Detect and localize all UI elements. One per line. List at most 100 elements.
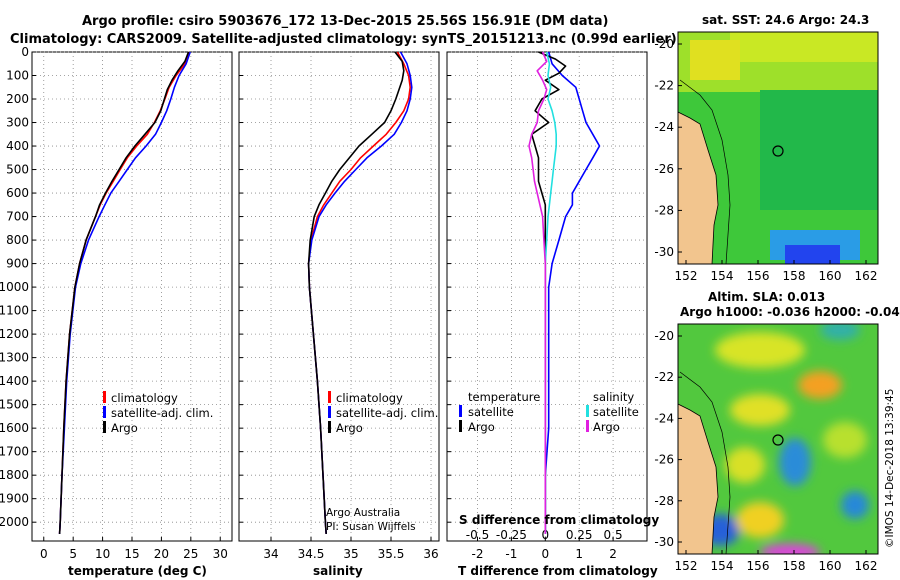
depth-tick-label: 1900 (0, 492, 29, 506)
difference-legend: temperature satellite Argo salinity sate… (459, 390, 639, 434)
map-lon-label: 158 (783, 559, 806, 573)
map-lat-label: -24 (654, 411, 674, 425)
depth-tick-label: 1200 (0, 327, 29, 341)
map-lon-label: 162 (855, 269, 878, 283)
map-lat-label: -20 (654, 329, 674, 343)
legend-satellite-swatch (328, 406, 331, 418)
sla-high-center (730, 394, 790, 426)
series-line-satellite-adj-clim- (307, 51, 413, 534)
x-tick-label: -2 (472, 547, 484, 561)
sla-high-east (823, 422, 867, 458)
depth-tick-label: 1700 (0, 445, 29, 459)
s-diff-tick-label: 0 (541, 528, 549, 542)
sst-map (678, 32, 878, 264)
salinity-legend: climatology satellite-adj. clim. Argo (328, 391, 438, 435)
sst-argo-location-marker (772, 145, 784, 157)
depth-tick-label: 2000 (0, 515, 29, 529)
sla-coastline (678, 403, 719, 554)
map-lat-label: -30 (654, 245, 674, 259)
depth-tick-label: 800 (6, 233, 29, 247)
sst-cool-region (760, 90, 878, 210)
map-lat-label: -28 (654, 203, 674, 217)
depth-axis-labels: 0 100 200 300 400 500 600 700 800 900 1000 1100 1200… (0, 45, 29, 529)
x-tick-label: -1 (505, 547, 517, 561)
depth-tick-label: 200 (6, 92, 29, 106)
sla-isobath (679, 371, 731, 554)
sla-high-south (736, 502, 784, 538)
legend-t-argo-label: Argo (468, 420, 495, 434)
map-lon-label: 156 (747, 269, 770, 283)
legend-argo-label: Argo (336, 421, 363, 435)
sla-map-frame (677, 323, 879, 555)
x-tick-label: 15 (124, 547, 139, 561)
x-tick-label: 2 (609, 547, 617, 561)
credit-line-2: PI: Susan Wijffels (326, 521, 416, 533)
legend-satellite-label: satellite-adj. clim. (111, 406, 213, 420)
legend-satellite-swatch (103, 406, 106, 418)
legend-climatology-label: climatology (336, 391, 403, 405)
sla-land (678, 404, 718, 554)
x-tick-label: 36 (423, 547, 438, 561)
legend-climatology-swatch (103, 391, 106, 403)
legend-satellite-label: satellite-adj. clim. (336, 406, 438, 420)
difference-x-ticks: -2 -1 0 1 2 (472, 537, 617, 561)
sla-map-title-1: Altim. SLA: 0.013 (708, 290, 825, 304)
temperature-axis-label: temperature (deg C) (68, 564, 207, 578)
legend-climatology-swatch (328, 391, 331, 403)
depth-tick-label: 1300 (0, 351, 29, 365)
legend-temperature-title: temperature (468, 390, 540, 404)
map-lon-label: 154 (711, 559, 734, 573)
depth-tick-label: 1100 (0, 304, 29, 318)
map-lat-label: -26 (654, 162, 674, 176)
title-line-1: Argo profile: csiro 5903676_172 13-Dec-2… (82, 14, 608, 29)
title-line-2: Climatology: CARS2009. Satellite-adjuste… (10, 32, 677, 47)
x-tick-label: 34.5 (298, 547, 325, 561)
map-lon-label: 160 (819, 269, 842, 283)
map-lat-label: -30 (654, 535, 674, 549)
depth-tick-label: 1800 (0, 468, 29, 482)
depth-tick-label: 400 (6, 139, 29, 153)
difference-panel-frame (446, 51, 648, 542)
salinity-difference-x-ticks: -0.5 -0.25 0 0.25 0.5 (466, 528, 623, 542)
x-tick-label: 30 (213, 547, 228, 561)
map-lat-label: -24 (654, 120, 674, 134)
depth-tick-label: 1500 (0, 398, 29, 412)
credit-line-1: Argo Australia (326, 507, 400, 519)
sla-high-edge (760, 544, 820, 554)
depth-tick-label: 900 (6, 257, 29, 271)
temperature-series (58, 51, 191, 534)
series-line-temperature-satellite (544, 51, 601, 534)
salinity-panel-frame (238, 51, 440, 542)
map-lon-label: 162 (855, 559, 878, 573)
x-tick-label: 25 (183, 547, 198, 561)
depth-tick-label: 500 (6, 163, 29, 177)
map-lon-label: 152 (675, 269, 698, 283)
legend-climatology-label: climatology (111, 391, 178, 405)
legend-s-satellite-swatch (586, 405, 589, 417)
legend-argo-label: Argo (111, 421, 138, 435)
depth-tick-label: 0 (21, 45, 29, 59)
s-diff-tick-label: -0.25 (496, 528, 527, 542)
legend-s-argo-label: Argo (593, 420, 620, 434)
x-tick-label: 35 (343, 547, 358, 561)
legend-t-satellite-swatch (459, 405, 462, 417)
sla-low-se (841, 491, 869, 519)
depth-tick-label: 600 (6, 186, 29, 200)
map-lat-label: -26 (654, 453, 674, 467)
s-difference-axis-label: S difference from climatology (459, 513, 659, 527)
salinity-grid (239, 51, 439, 541)
sla-field (700, 324, 869, 554)
series-line-climatology (307, 51, 412, 534)
depth-tick-label: 1400 (0, 374, 29, 388)
s-diff-tick-label: -0.5 (466, 528, 489, 542)
x-tick-label: 20 (154, 547, 169, 561)
series-line-salinity-argo (528, 51, 548, 534)
map-lon-label: 154 (711, 269, 734, 283)
salinity-x-ticks: 34 34.5 35 35.5 36 (263, 537, 439, 561)
sla-high-ne (798, 371, 842, 399)
legend-s-satellite-label: satellite (593, 405, 639, 419)
sla-low-center (779, 438, 811, 486)
sla-map (678, 324, 878, 554)
